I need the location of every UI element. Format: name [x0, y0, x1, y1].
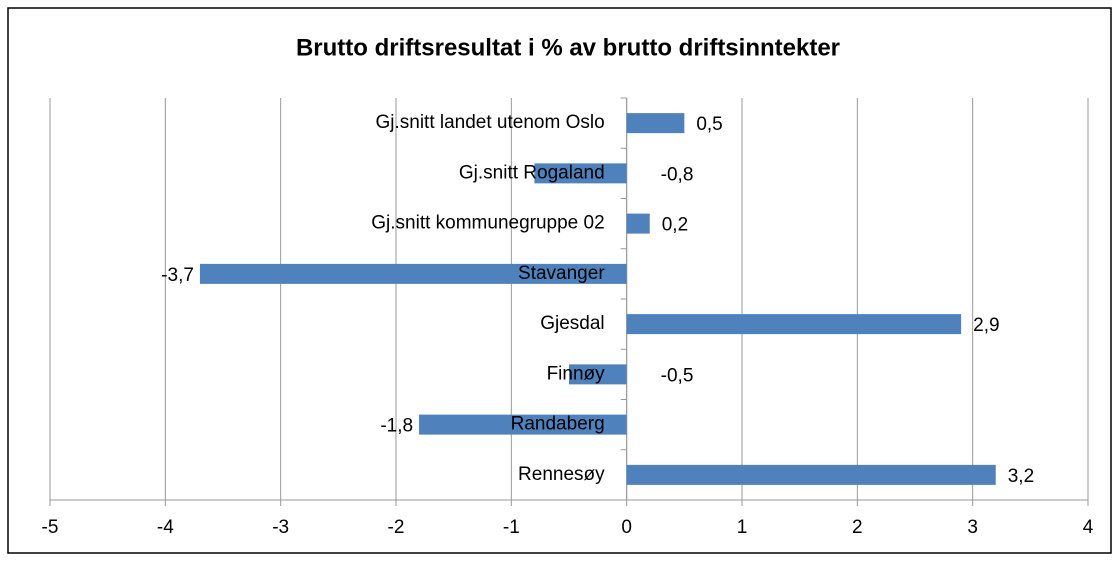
bar: [419, 414, 627, 435]
value-label: 0,5: [696, 114, 722, 135]
value-label: -0,5: [661, 365, 694, 386]
category-label: Gjesdal: [540, 313, 604, 334]
bar: [569, 364, 627, 385]
x-tick-label: 1: [737, 517, 748, 538]
chart-title: Brutto driftsresultat i % av brutto drif…: [296, 34, 840, 61]
value-label: -3,7: [161, 265, 194, 286]
x-tick-label: 0: [621, 517, 632, 538]
category-label: Rennesøy: [518, 464, 605, 485]
bar: [534, 163, 627, 184]
bar: [626, 314, 962, 335]
value-label: 3,2: [1008, 466, 1034, 487]
x-tick-label: -4: [157, 517, 174, 538]
bar: [199, 263, 627, 284]
bar: [626, 213, 650, 234]
value-label: 2,9: [973, 315, 999, 336]
category-label: Gj.snitt kommunegruppe 02: [371, 213, 604, 234]
category-label: Gj.snitt Rogaland: [459, 162, 605, 183]
category-label: Stavanger: [518, 263, 605, 284]
x-tick-label: -5: [42, 517, 59, 538]
bar: [626, 464, 996, 485]
category-label: Finnøy: [547, 363, 606, 384]
x-tick-label: 2: [852, 517, 863, 538]
x-tick-label: -2: [388, 517, 405, 538]
value-label: 0,2: [662, 215, 688, 236]
x-tick-label: 3: [967, 517, 978, 538]
value-label: -1,8: [380, 416, 413, 437]
bar: [626, 113, 685, 134]
x-tick-label: -3: [272, 517, 289, 538]
category-label: Gj.snitt landet utenom Oslo: [375, 112, 604, 133]
value-label: -0,8: [661, 164, 694, 185]
x-tick-label: -1: [503, 517, 520, 538]
x-tick-label: 4: [1083, 517, 1094, 538]
category-label: Randaberg: [511, 414, 605, 435]
